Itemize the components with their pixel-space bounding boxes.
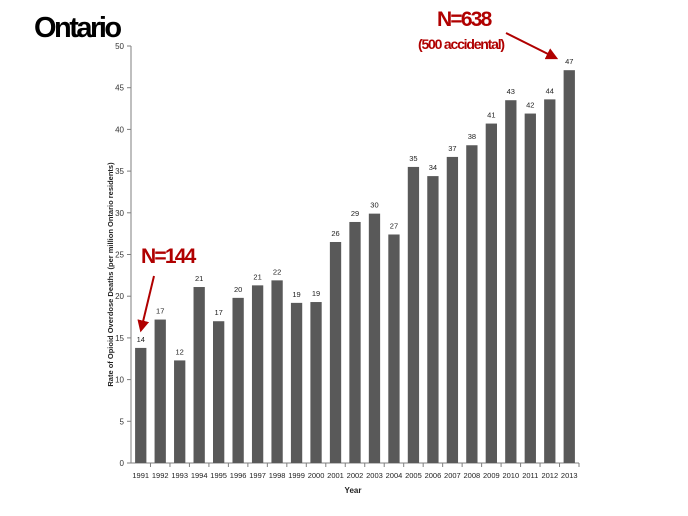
data-label: 20 [234, 285, 242, 294]
data-label: 27 [390, 221, 398, 230]
data-label: 21 [253, 272, 261, 281]
bar [427, 176, 439, 463]
bar [232, 297, 244, 463]
x-axis-title: Year [345, 486, 362, 495]
y-axis-title: Rate of Opioid Overdose Deaths (per mill… [106, 162, 115, 387]
data-label: 17 [214, 308, 222, 317]
y-tick-label: 5 [120, 417, 125, 426]
data-label: 34 [429, 163, 437, 172]
x-tick-label: 1993 [171, 471, 188, 480]
x-tick-label: 2004 [386, 471, 403, 480]
bar [193, 287, 205, 463]
annotation-total-1991: N=144 [141, 245, 196, 268]
x-tick-label: 1991 [132, 471, 149, 480]
bar [368, 213, 381, 463]
data-label: 17 [156, 307, 164, 316]
x-tick-label: 2001 [327, 471, 344, 480]
bar [524, 113, 536, 463]
annotation-arrow-left [137, 275, 155, 333]
y-tick-label: 0 [120, 459, 125, 468]
x-tick-label: 2012 [541, 471, 558, 480]
x-tick-label: 2005 [405, 471, 422, 480]
bar [388, 234, 400, 463]
data-label: 41 [487, 111, 495, 120]
data-label: 38 [468, 132, 476, 141]
data-label: 29 [351, 209, 359, 218]
x-tick-label: 1996 [230, 471, 247, 480]
data-label: 43 [507, 87, 515, 96]
y-tick-label: 35 [115, 167, 124, 176]
annotation-accidental-2013: (500 accidental) [418, 36, 505, 52]
bar [407, 166, 420, 463]
bar [174, 360, 186, 463]
bar [290, 302, 303, 463]
annotation-arrow-right [505, 32, 559, 60]
bar [329, 241, 342, 463]
data-label: 21 [195, 274, 203, 283]
y-tick-label: 15 [115, 334, 124, 343]
y-tick-label: 30 [115, 209, 124, 218]
x-tick-label: 2007 [444, 471, 461, 480]
bar [563, 70, 575, 463]
x-tick-label: 2011 [522, 471, 538, 480]
x-tick-label: 2003 [366, 471, 383, 480]
data-label: 19 [312, 289, 320, 298]
x-tick-label: 1998 [269, 471, 286, 480]
x-tick-label: 2010 [502, 471, 519, 480]
data-label: 30 [370, 201, 378, 210]
bar [310, 302, 322, 463]
bar [505, 100, 517, 464]
x-tick-label: 2006 [425, 471, 442, 480]
y-tick-label: 10 [115, 376, 124, 385]
y-tick-label: 40 [115, 125, 124, 134]
data-label: 26 [331, 229, 339, 238]
bar [544, 99, 556, 463]
x-tick-label: 1999 [288, 471, 305, 480]
bar [466, 145, 478, 463]
data-label: 35 [409, 154, 417, 163]
x-tick-label: 2013 [561, 471, 578, 480]
x-tick-label: 2009 [483, 471, 500, 480]
x-tick-label: 2002 [347, 471, 364, 480]
y-tick-label: 50 [115, 42, 124, 51]
bar [213, 321, 225, 463]
bar [135, 347, 147, 463]
bar [349, 221, 361, 463]
x-tick-label: 2008 [464, 471, 481, 480]
x-tick-label: 1995 [210, 471, 227, 480]
y-tick-label: 25 [115, 251, 124, 260]
y-tick-label: 45 [115, 84, 124, 93]
y-tick-label: 20 [115, 292, 124, 301]
data-label: 47 [565, 57, 573, 66]
bar [271, 280, 283, 463]
data-label: 14 [137, 335, 145, 344]
data-label: 22 [273, 267, 281, 276]
bar [446, 156, 459, 463]
annotation-total-2013: N=638 [437, 8, 492, 31]
x-tick-label: 1997 [249, 471, 266, 480]
data-label: 12 [176, 347, 184, 356]
data-label: 37 [448, 144, 456, 153]
bar [154, 319, 166, 463]
x-tick-label: 1994 [191, 471, 208, 480]
bar [251, 285, 264, 463]
x-tick-label: 2000 [308, 471, 325, 480]
bar [485, 123, 497, 463]
data-label: 42 [526, 101, 534, 110]
page-title: Ontario [34, 12, 122, 44]
data-label: 44 [546, 86, 554, 95]
data-label: 19 [292, 290, 300, 299]
x-tick-label: 1992 [152, 471, 169, 480]
